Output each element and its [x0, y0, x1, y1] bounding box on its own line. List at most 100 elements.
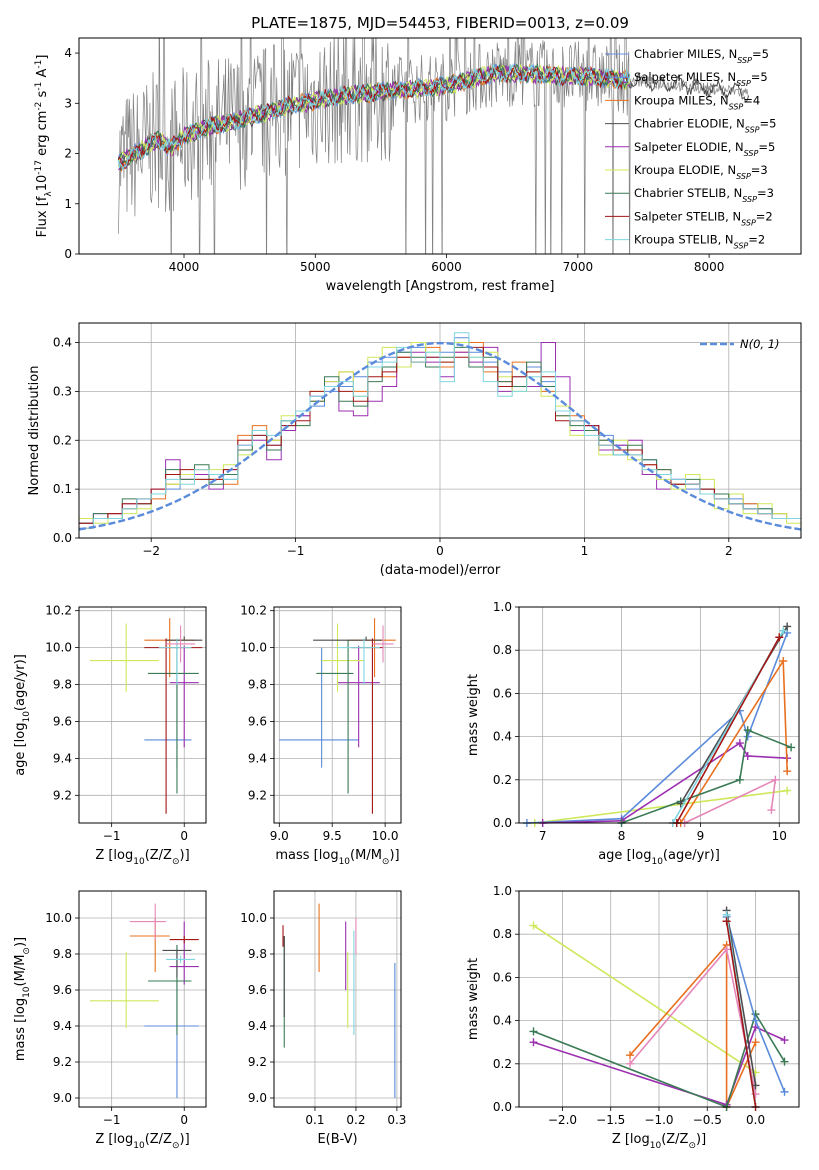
spectrum-legend-label: Kroupa MILES, NSSP=4 [634, 93, 760, 111]
weight-vs-Z-series-line [533, 1012, 786, 1109]
mass-vs-Z-x-tick-label: 0 [180, 1113, 188, 1127]
mass-vs-ebv-x-label: E(B-V) [317, 1132, 357, 1147]
spectrum-frame [78, 37, 802, 255]
weight-vs-age-y-tick-label: 0.2 [493, 773, 512, 787]
weight-vs-Z-x-tick-label: −1.5 [596, 1113, 625, 1127]
mass-vs-ebv-x-tick-label: 0.2 [346, 1113, 365, 1127]
age-vs-Z-x-label: Z [log10(Z/Z⊙)] [95, 848, 189, 867]
spectrum-legend-label: Salpeter ELODIE, NSSP=5 [634, 140, 775, 158]
weight-vs-age-point-marker [771, 775, 780, 784]
age-vs-Z-x-tick-label: −1 [103, 829, 121, 843]
mass-vs-Z-y-tick-label: 9.8 [53, 947, 72, 961]
spectrum-model-line [118, 64, 749, 171]
weight-vs-age-point-marker [743, 752, 752, 761]
residuals-x-tick-label: 1 [581, 544, 589, 558]
age-vs-mass-x-label: mass [log10(M/M⊙)] [275, 848, 399, 867]
weight-vs-age-x-tick-label: 8 [618, 829, 626, 843]
weight-vs-Z-point-marker [722, 917, 731, 926]
mass-vs-Z-y-tick-label: 9.6 [53, 983, 72, 997]
spectrum-legend-label: Chabrier ELODIE, NSSP=5 [634, 117, 776, 135]
weight-vs-Z-point-marker [780, 1057, 789, 1066]
mass-vs-Z-x-label: Z [log10(Z/Z⊙)] [95, 1132, 189, 1151]
spectrum-y-tick-label: 1 [64, 197, 72, 211]
age-vs-mass-frame [273, 606, 402, 824]
weight-vs-Z-x-tick-label: 0.0 [746, 1113, 765, 1127]
weight-vs-age-x-label: age [log10(age/yr)] [598, 848, 720, 867]
mass-vs-ebv-y-tick-label: 9.2 [248, 1055, 267, 1069]
weight-vs-age-point-marker [783, 767, 792, 776]
weight-vs-Z-point-marker [529, 921, 538, 930]
mass-vs-ebv-y-tick-label: 9.4 [248, 1019, 267, 1033]
spectrum-model-line [117, 63, 631, 171]
mass-vs-ebv-y-tick-label: 10.0 [240, 911, 267, 925]
weight-vs-Z-y-tick-label: 1.0 [493, 884, 512, 898]
weight-vs-age-y-tick-label: 1.0 [493, 600, 512, 614]
weight-vs-Z-x-tick-label: −2.0 [548, 1113, 577, 1127]
spectrum-legend-label: Salpeter STELIB, NSSP=2 [634, 209, 773, 227]
weight-vs-Z-series-line [533, 1026, 785, 1106]
weight-vs-age-y-tick-label: 0.4 [493, 730, 512, 744]
weight-vs-Z-point-marker [751, 1038, 760, 1047]
weight-vs-age-point-marker [735, 739, 744, 748]
weight-vs-age-point-marker [779, 626, 788, 635]
weight-vs-age-point-marker [783, 622, 792, 631]
mass-vs-Z-y-tick-label: 9.2 [53, 1055, 72, 1069]
weight-vs-age-series-line [542, 741, 788, 824]
spectrum-x-label: wavelength [Angstrom, rest frame] [326, 279, 555, 294]
spectrum-y-tick-label: 0 [64, 247, 72, 261]
age-vs-Z-y-tick-label: 9.4 [53, 751, 72, 765]
weight-vs-age-y-label: mass weight [466, 674, 481, 756]
weight-vs-age-point-marker [787, 743, 796, 752]
weight-vs-Z-point-marker [529, 1027, 538, 1036]
mass-vs-Z-y-tick-label: 9.4 [53, 1019, 72, 1033]
weight-vs-age-point-marker [735, 775, 744, 784]
weight-vs-age-point-marker [743, 726, 752, 735]
age-vs-Z-y-label: age [log10(age/yr)] [13, 654, 32, 776]
spectrum-x-tick-label: 7000 [563, 260, 594, 274]
weight-vs-age-x-tick-label: 10 [772, 829, 787, 843]
weight-vs-Z-x-tick-label: −1.0 [644, 1113, 673, 1127]
residuals-x-tick-label: −2 [142, 544, 160, 558]
residuals-frame [78, 322, 802, 539]
weight-vs-Z-x-label: Z [log10(Z/Z⊙)] [612, 1132, 706, 1151]
weight-vs-age-point-marker [775, 633, 784, 642]
residuals-x-tick-label: 2 [725, 544, 733, 558]
weight-vs-age-y-tick-label: 0.0 [493, 816, 512, 830]
weight-vs-Z-point-marker [626, 1059, 635, 1068]
mass-vs-ebv-frame [273, 890, 402, 1108]
spectrum-y-label: Flux [fλ10-17 erg cm-2 s-1 A-1] [34, 55, 54, 238]
mass-vs-Z-x-tick-label: −1 [103, 1113, 121, 1127]
residuals-y-tick-label: 0.0 [53, 531, 72, 545]
age-vs-mass-x-tick-label: 9.5 [323, 829, 342, 843]
mass-vs-ebv-x-tick-label: 0.1 [305, 1113, 324, 1127]
weight-vs-age-point-marker [779, 657, 788, 665]
spectrum-legend-label: Kroupa ELODIE, NSSP=3 [634, 163, 768, 181]
spectrum-y-tick-label: 2 [64, 147, 72, 161]
residuals-histogram-step [78, 332, 801, 538]
weight-vs-Z-series-line [725, 921, 757, 1108]
weight-vs-Z-point-marker [529, 1038, 538, 1047]
weight-vs-Z-series-line [629, 942, 757, 1108]
residuals-y-tick-label: 0.2 [53, 433, 72, 447]
spectrum-legend-label: Chabrier STELIB, NSSP=3 [634, 186, 774, 204]
mass-vs-ebv-y-tick-label: 9.0 [248, 1091, 267, 1105]
weight-vs-Z-y-tick-label: 0.8 [493, 927, 512, 941]
spectrum-legend-label: Salpeter MILES, NSSP=5 [634, 70, 768, 88]
age-vs-mass-y-tick-label: 10.2 [240, 604, 267, 618]
age-vs-Z-y-tick-label: 10.0 [45, 641, 72, 655]
spectrum-x-tick-label: 5000 [300, 260, 331, 274]
weight-vs-Z-y-tick-label: 0.0 [493, 1100, 512, 1114]
age-vs-mass-y-tick-label: 9.2 [248, 788, 267, 802]
mass-vs-ebv-y-tick-label: 9.6 [248, 983, 267, 997]
residuals-x-tick-label: −1 [287, 544, 305, 558]
weight-vs-Z-y-tick-label: 0.2 [493, 1057, 512, 1071]
weight-vs-age-frame [518, 606, 800, 824]
age-vs-mass-y-tick-label: 9.4 [248, 751, 267, 765]
age-vs-Z-y-tick-label: 9.8 [53, 678, 72, 692]
residuals-y-label: Normed distribution [27, 366, 42, 496]
residuals-y-tick-label: 0.1 [53, 482, 72, 496]
weight-vs-age-point-marker [767, 806, 776, 815]
residuals-y-tick-label: 0.3 [53, 384, 72, 398]
weight-vs-Z-y-label: mass weight [466, 958, 481, 1040]
